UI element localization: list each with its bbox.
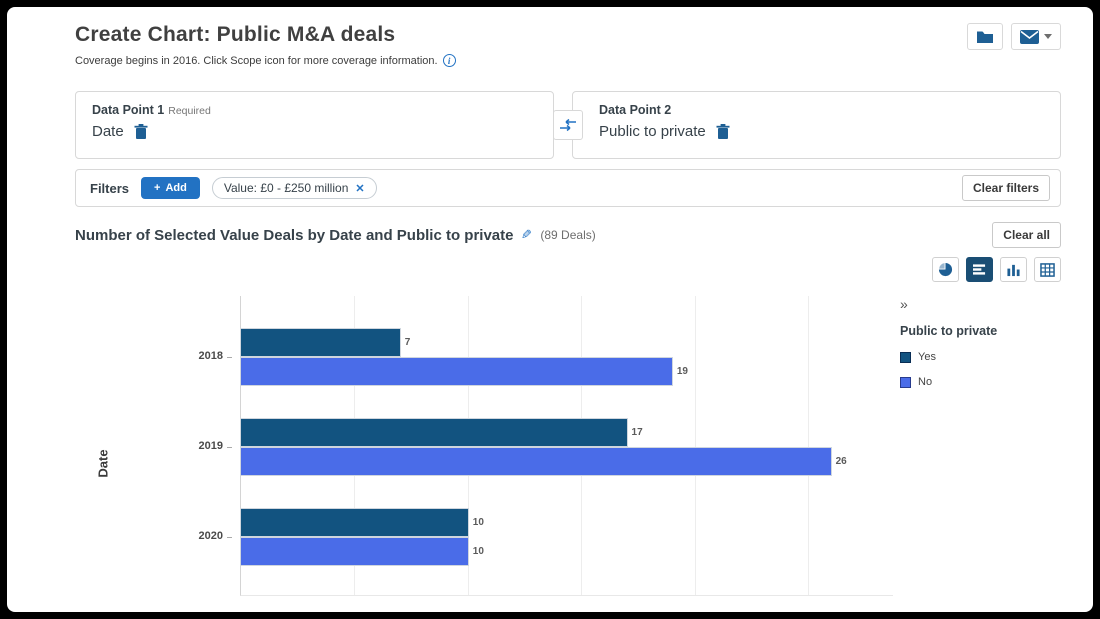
email-icon [1020,29,1039,44]
gridline-25 [807,296,809,595]
bar-row-2019-yes: 17 [240,418,893,447]
bar-value-label: 10 [472,546,484,557]
bar-2019-no[interactable] [240,447,832,476]
add-filter-label: Add [165,182,187,194]
data-points-row: Data Point 1 Required Date Data Point 2 [75,91,1061,159]
required-tag: Required [168,105,211,117]
bar-row-2018-no: 19 [240,357,893,386]
chart-type-toolbar [75,257,1061,282]
y-axis-ticks: 2018 2019 2020 [75,296,232,596]
page-header: Create Chart: Public M&A deals Coverage … [75,23,1061,67]
bar-2018-no[interactable] [240,357,673,386]
legend-swatch-yes [900,351,911,363]
plus-icon: + [154,182,161,194]
data-point-1-header: Data Point 1 Required [92,103,537,117]
edit-chart-title-icon[interactable]: ✎ [521,227,533,242]
filters-label: Filters [90,180,130,196]
legend-swatch-no [900,376,911,388]
clear-all-button[interactable]: Clear all [992,222,1061,248]
remove-filter-icon[interactable]: ✕ [355,182,365,195]
clear-filters-button[interactable]: Clear filters [961,175,1050,201]
swap-arrows-icon [560,118,576,132]
chart-area: Date 2018 2019 2020 7 19 17 26 10 10 » Public t… [75,288,1061,608]
data-point-2-value: Public to private [599,123,706,140]
legend-item-no[interactable]: No [900,376,1065,388]
bar-row-2018-yes: 7 [240,328,893,357]
bar-value-label: 17 [631,427,643,438]
data-point-1-label: Data Point 1 [92,103,165,117]
delete-data-point-1-icon[interactable] [134,123,148,140]
bar-2018-yes[interactable] [240,328,401,357]
delete-data-point-2-icon[interactable] [716,123,730,140]
legend-label-yes: Yes [918,351,936,363]
page-title: Create Chart: Public M&A deals [75,23,396,46]
bar-group-2018: 7 19 [240,328,893,387]
coverage-note-text: Coverage begins in 2016. Click Scope ico… [75,54,438,67]
chart-legend: » Public to private Yes No [900,296,1065,388]
data-point-2-header: Data Point 2 [599,103,1044,117]
bar-value-label: 26 [835,456,847,467]
y-tick-2019: 2019 [199,440,232,452]
filters-bar: Filters + Add Value: £0 - £250 million ✕… [75,169,1061,207]
legend-label-no: No [918,376,933,388]
bar-row-2019-no: 26 [240,447,893,476]
add-filter-button[interactable]: + Add [141,177,200,199]
coverage-note: Coverage begins in 2016. Click Scope ico… [75,54,1061,67]
y-tick-2018: 2018 [199,350,232,362]
info-icon[interactable]: i [442,54,456,67]
save-to-folder-button[interactable] [967,23,1003,50]
bar-value-label: 7 [404,337,411,348]
vertical-bar-chart-icon[interactable] [1000,257,1027,282]
legend-collapse-icon[interactable]: » [900,296,908,312]
bar-row-2020-yes: 10 [240,508,893,537]
data-point-1-value: Date [92,123,124,140]
legend-title: Public to private [900,324,998,338]
y-tick-2020: 2020 [199,530,232,542]
bar-2019-yes[interactable] [240,418,628,447]
pie-chart-icon[interactable] [932,257,959,282]
bar-group-2020: 10 10 [240,508,893,567]
filter-chip-value[interactable]: Value: £0 - £250 million ✕ [211,177,377,199]
deals-count: (89 Deals) [540,228,596,242]
data-point-2-panel[interactable]: Data Point 2 Public to private [572,91,1061,159]
email-dropdown-button[interactable] [1011,23,1061,50]
legend-item-yes[interactable]: Yes [900,351,1065,363]
horizontal-bar-chart-icon[interactable] [966,257,993,282]
bar-2020-no[interactable] [240,537,469,566]
folder-icon [977,31,993,43]
plot-area: 7 19 17 26 10 10 [240,296,893,596]
swap-data-points-button[interactable] [553,110,583,140]
create-chart-page: Create Chart: Public M&A deals Coverage … [7,7,1093,612]
chart-title: Number of Selected Value Deals by Date a… [75,226,514,244]
bar-group-2019: 17 26 [240,418,893,477]
data-point-1-panel[interactable]: Data Point 1 Required Date [75,91,554,159]
header-actions [967,23,1061,50]
chart-header: Number of Selected Value Deals by Date a… [75,222,1061,248]
chevron-down-icon [1044,34,1052,39]
bar-value-label: 10 [472,517,484,528]
data-point-2-label: Data Point 2 [599,103,672,117]
bar-row-2020-no: 10 [240,537,893,566]
filter-chip-label: Value: £0 - £250 million [223,181,349,195]
bar-2020-yes[interactable] [240,508,469,537]
legend-items: Yes No [900,351,1065,388]
bar-value-label: 19 [676,366,688,377]
table-icon[interactable] [1034,257,1061,282]
gridline-20 [694,296,696,595]
